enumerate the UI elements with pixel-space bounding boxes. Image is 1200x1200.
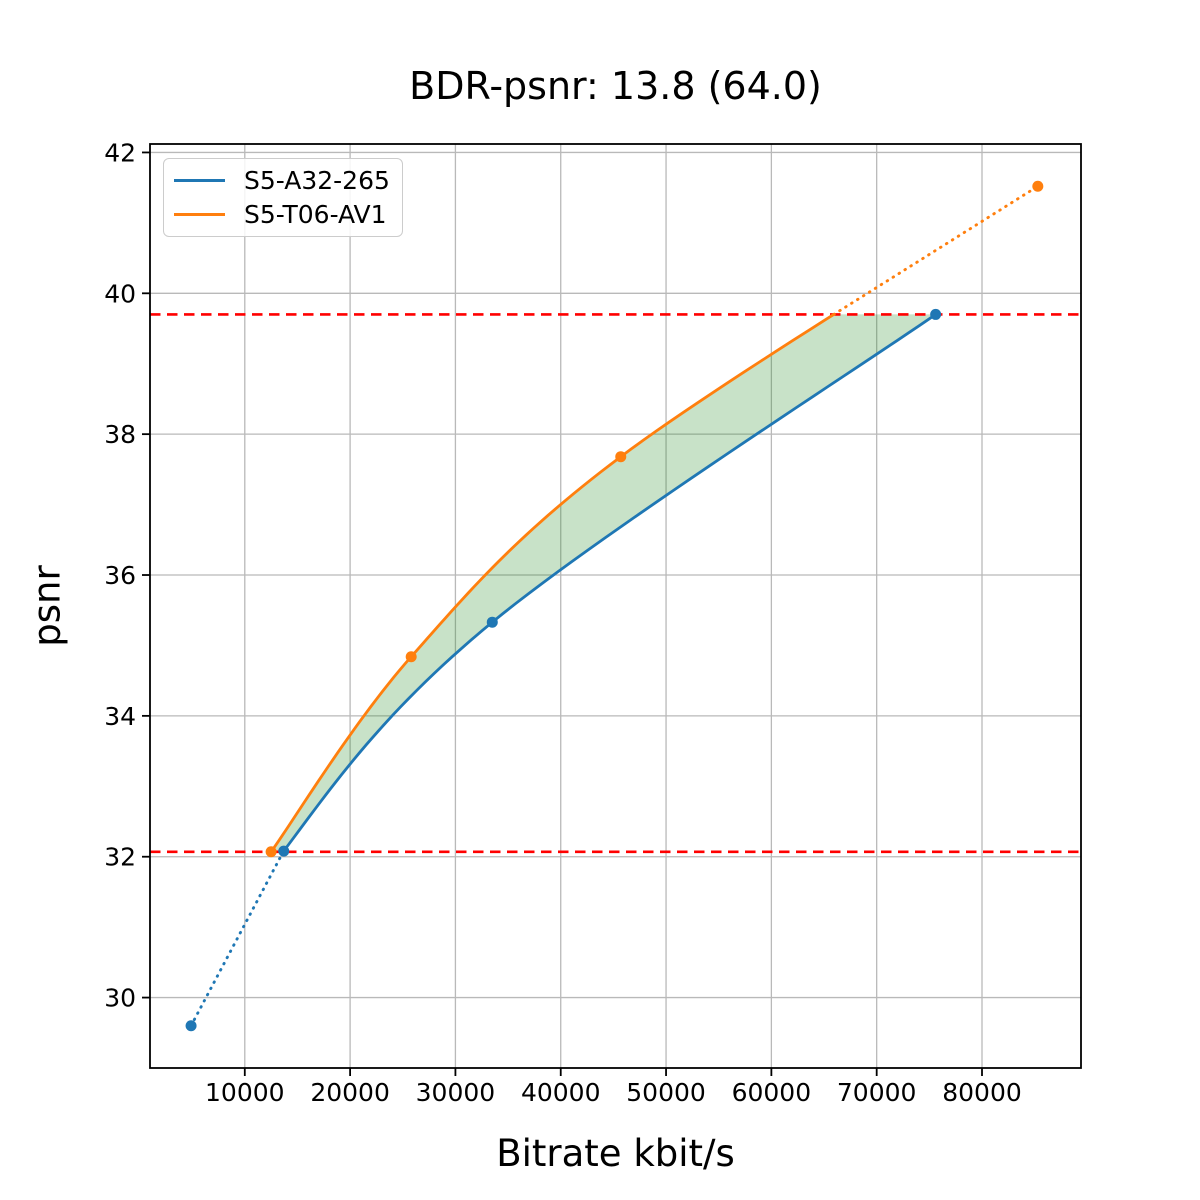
series-marker	[486, 616, 498, 628]
bd-region-fill	[271, 314, 936, 852]
x-axis-label: Bitrate kbit/s	[496, 1132, 735, 1175]
series-line-solid	[269, 313, 835, 853]
series-marker	[185, 1020, 197, 1032]
legend-item-s5-a32-265: S5-A32-265	[174, 166, 390, 195]
series-marker	[930, 308, 942, 320]
x-tick-label: 40000	[521, 1078, 601, 1107]
y-tick-label: 30	[104, 984, 136, 1013]
y-tick-label: 32	[104, 843, 136, 872]
x-tick-label: 20000	[310, 1078, 390, 1107]
x-tick-label: 50000	[626, 1078, 706, 1107]
x-tick-label: 10000	[205, 1078, 285, 1107]
x-tick-label: 80000	[942, 1078, 1022, 1107]
chart-title: BDR-psnr: 13.8 (64.0)	[409, 64, 822, 108]
y-tick-label: 40	[104, 279, 136, 308]
series-marker	[278, 845, 290, 857]
series-line-solid	[282, 313, 937, 853]
legend-label: S5-A32-265	[244, 166, 390, 196]
x-tick-label: 30000	[416, 1078, 496, 1107]
legend: S5-A32-265 S5-T06-AV1	[163, 158, 403, 237]
series-marker	[615, 451, 627, 463]
legend-item-s5-t06-av1: S5-T06-AV1	[174, 200, 390, 229]
y-tick-label: 42	[104, 138, 136, 167]
legend-label: S5-T06-AV1	[244, 199, 387, 229]
series-line-dotted	[832, 184, 1040, 316]
series-line-dotted	[189, 850, 285, 1028]
plot-border	[149, 143, 1082, 1069]
series-marker	[405, 651, 417, 663]
series-marker	[1032, 180, 1044, 192]
y-tick-label: 38	[104, 420, 136, 449]
series-marker	[265, 846, 277, 858]
x-tick-label: 70000	[837, 1078, 917, 1107]
y-axis-label: psnr	[25, 565, 69, 647]
legend-line-sample-blue	[174, 179, 225, 183]
y-tick-label: 36	[104, 561, 136, 590]
y-tick-label: 34	[104, 702, 136, 731]
x-tick-label: 60000	[732, 1078, 812, 1107]
legend-line-sample-orange	[174, 212, 225, 216]
